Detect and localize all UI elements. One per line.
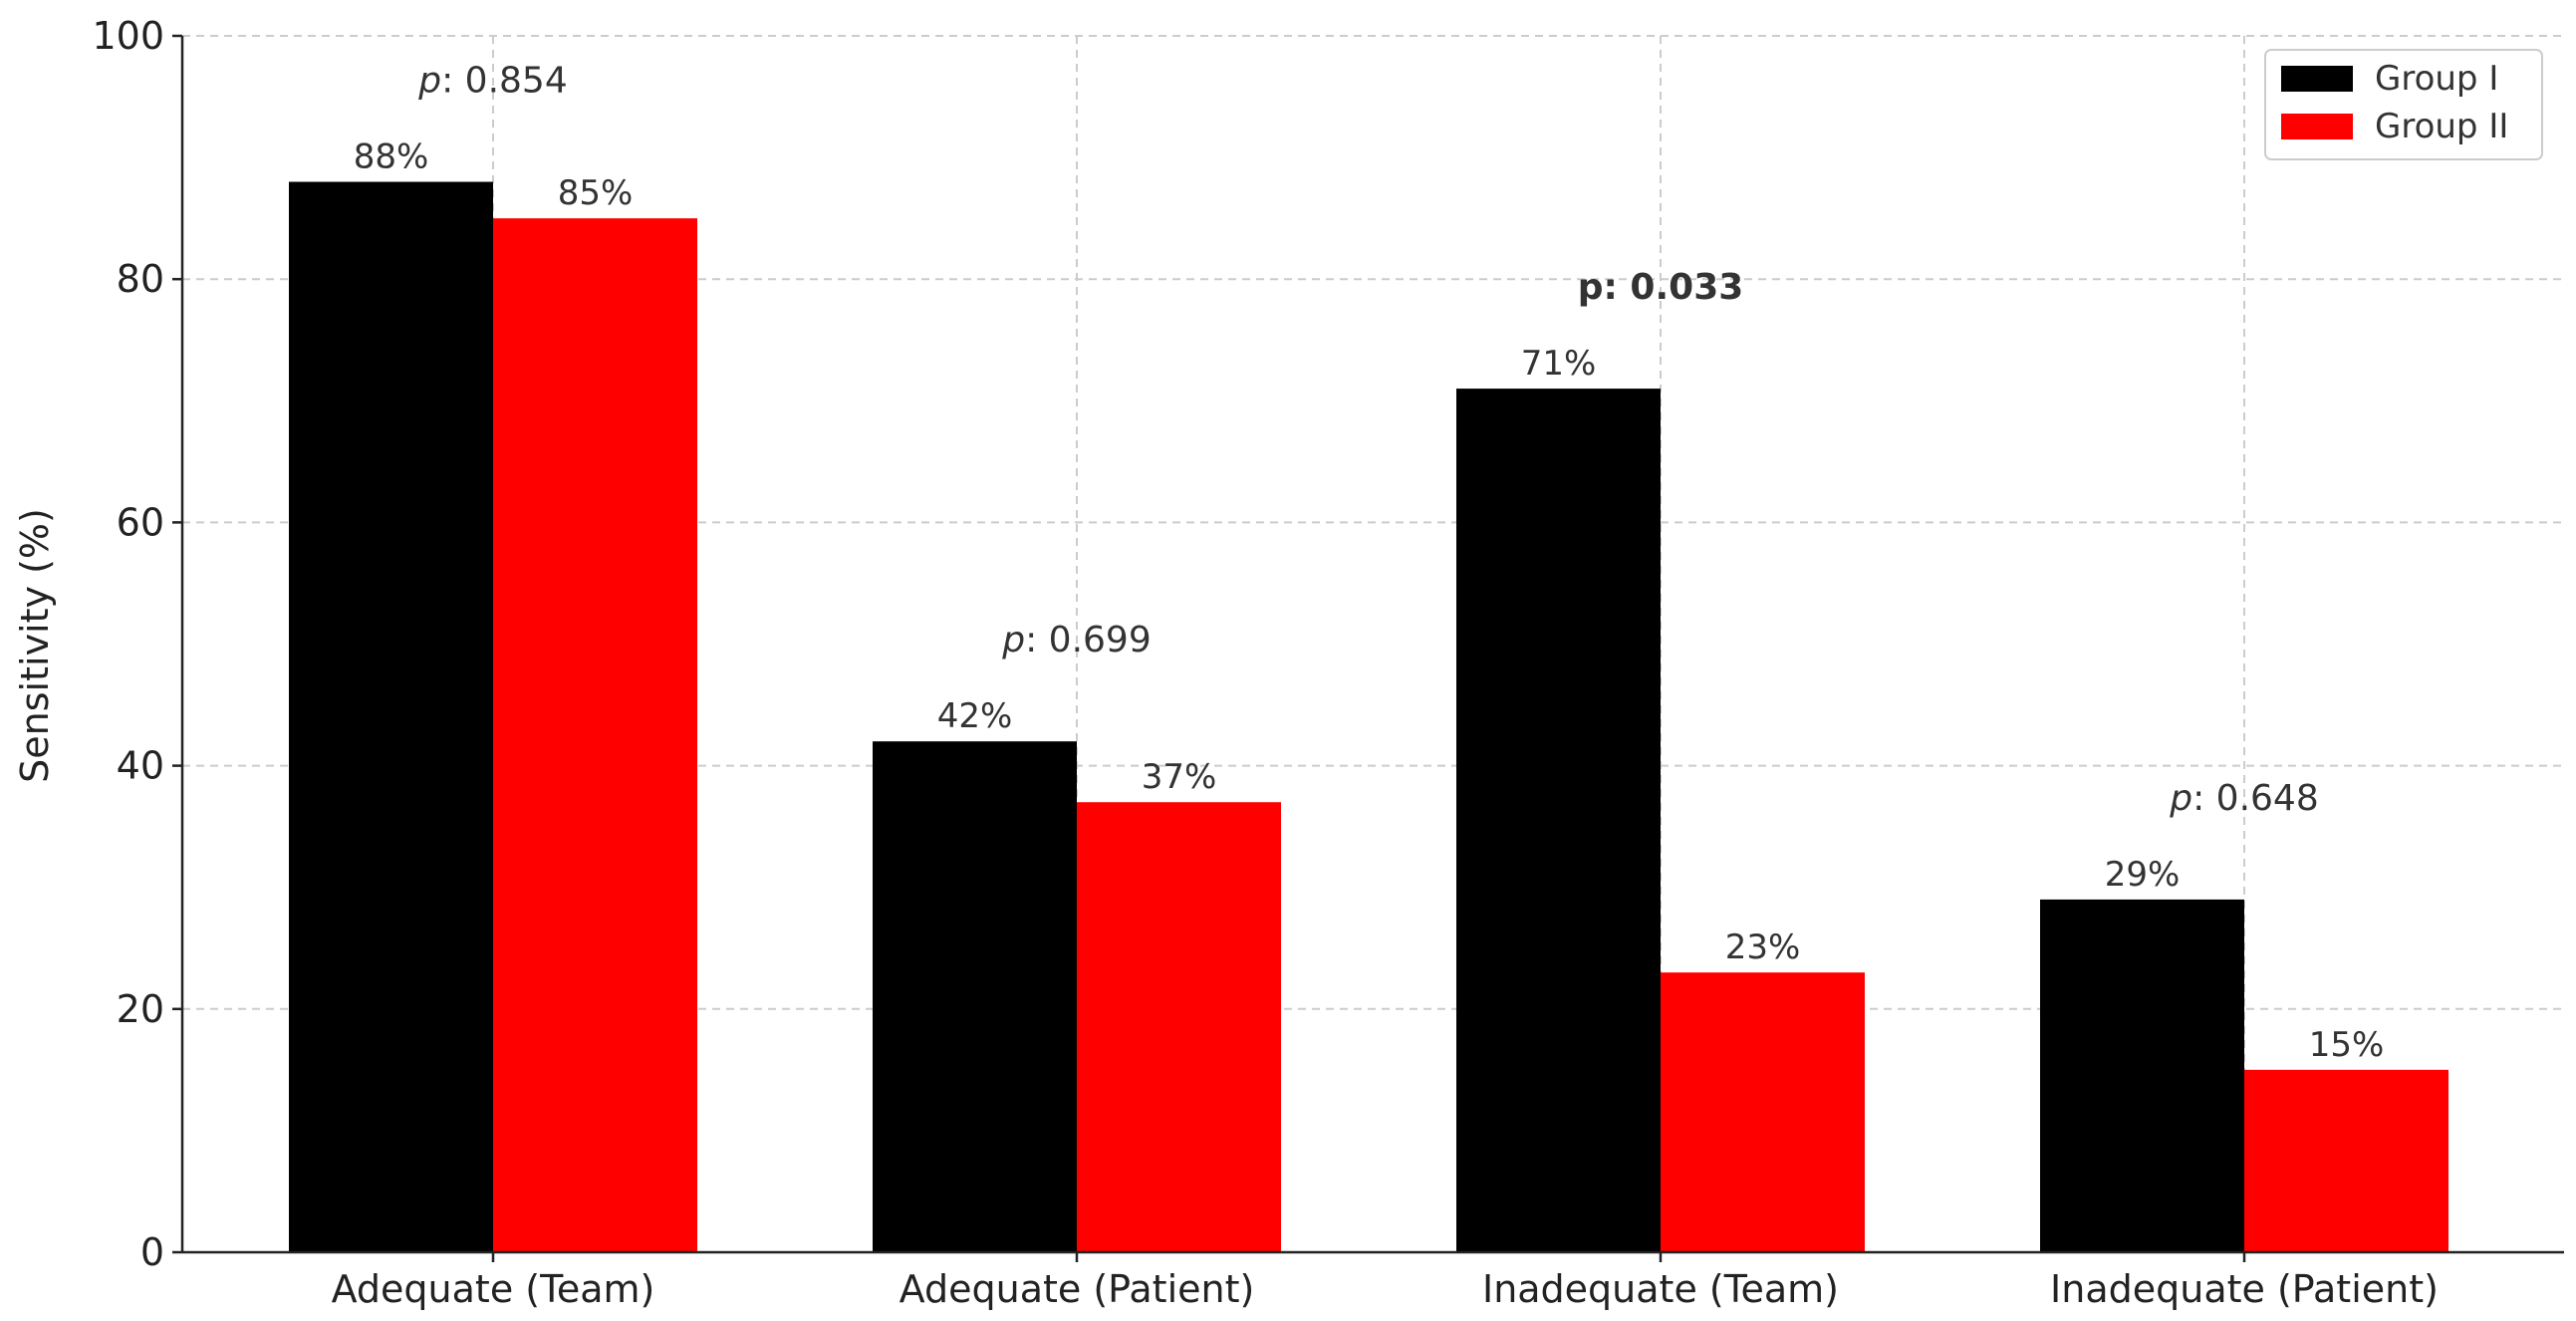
p-value-annotation: p: 0.648 — [2169, 778, 2319, 819]
y-tick-label: 100 — [92, 14, 164, 58]
x-tick-label: Adequate (Team) — [332, 1267, 655, 1311]
x-tick-label: Adequate (Patient) — [900, 1267, 1255, 1311]
data-label: 37% — [1142, 757, 1217, 797]
bar-group-i-2 — [1456, 389, 1661, 1253]
legend: Group I Group II — [2264, 49, 2543, 160]
data-labels: 88% 42% 71% 29% 85% 37% 23% 15% — [354, 137, 2385, 1065]
y-tick-label: 20 — [117, 987, 164, 1031]
data-label: 42% — [937, 696, 1013, 736]
legend-swatch-group-i — [2281, 66, 2353, 92]
bar-group-ii-1 — [1077, 802, 1281, 1252]
p-value-annotation: p: 0.699 — [1001, 620, 1152, 660]
bar-group-i-0 — [289, 181, 493, 1252]
y-tick-label: 0 — [140, 1230, 164, 1274]
data-label: 15% — [2309, 1025, 2385, 1065]
y-axis-label: Sensitivity (%) — [13, 508, 57, 783]
p-value-annotation: p: 0.854 — [417, 61, 568, 102]
x-tick-label: Inadequate (Team) — [1482, 1267, 1839, 1311]
p-value-annotations: p: 0.854 p: 0.699 p: 0.033 p: 0.648 — [417, 61, 2319, 819]
p-value-annotation: p: 0.033 — [1578, 267, 1744, 308]
axes: 0 20 40 60 80 100 Adequate (Team) Adequate (Pat… — [92, 14, 2564, 1311]
data-label: 85% — [558, 173, 634, 213]
y-tick-label: 40 — [117, 744, 164, 788]
bar-group-i-1 — [873, 741, 1077, 1252]
y-tick-label: 80 — [117, 257, 164, 301]
legend-label: Group II — [2375, 107, 2508, 146]
legend-label: Group I — [2375, 59, 2498, 99]
data-label: 88% — [354, 137, 429, 177]
legend-swatch-group-ii — [2281, 114, 2353, 139]
bars — [289, 181, 2448, 1253]
data-label: 71% — [1521, 344, 1597, 384]
x-tick-label: Inadequate (Patient) — [2050, 1267, 2439, 1311]
bar-group-ii-2 — [1661, 972, 1865, 1252]
y-tick-label: 60 — [117, 500, 164, 544]
data-label: 29% — [2105, 855, 2181, 895]
bar-group-ii-3 — [2244, 1069, 2448, 1252]
bar-group-i-3 — [2040, 899, 2244, 1252]
bar-group-ii-0 — [493, 218, 697, 1252]
data-label: 23% — [1725, 927, 1801, 967]
